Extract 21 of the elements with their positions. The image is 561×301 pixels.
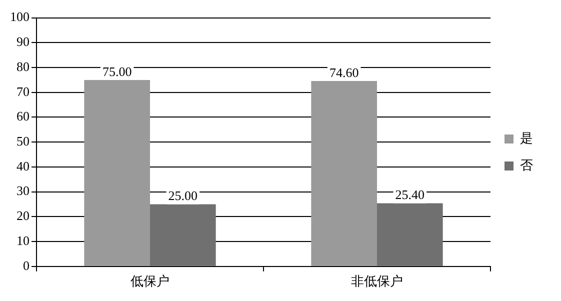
y-tick-label: 100: [10, 9, 30, 24]
x-tick-label: 非低保户: [351, 274, 403, 289]
data-label: 75.00: [102, 64, 132, 79]
y-tick-label: 20: [16, 208, 30, 224]
y-tick-label: 10: [16, 232, 30, 248]
x-tick-label: 低保户: [130, 274, 170, 289]
y-tick-label: 0: [23, 258, 30, 273]
legend-label: 是: [520, 130, 533, 146]
data-label: 25.00: [168, 188, 198, 204]
bar: [311, 80, 377, 266]
y-tick-label: 40: [16, 158, 30, 174]
y-tick-label: 70: [16, 84, 30, 99]
y-tick-label: 60: [16, 108, 30, 124]
data-label: 25.40: [395, 187, 425, 202]
y-tick-label: 80: [16, 58, 30, 74]
legend-label: 否: [520, 157, 533, 172]
y-tick-label: 30: [16, 183, 30, 198]
y-tick-label: 90: [16, 34, 30, 50]
data-label: 74.60: [329, 64, 359, 80]
y-tick-label: 50: [16, 134, 30, 149]
bar: [84, 80, 150, 266]
